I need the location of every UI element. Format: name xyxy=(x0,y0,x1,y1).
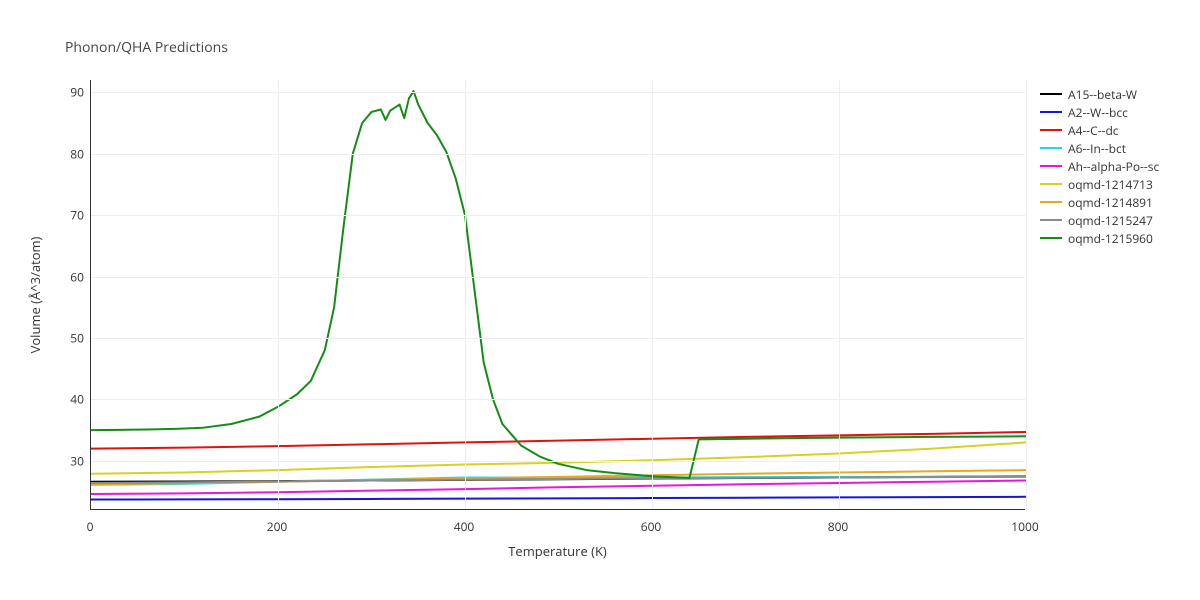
gridline-h xyxy=(91,92,1025,93)
legend-label: A15--beta-W xyxy=(1068,86,1137,103)
legend-label: oqmd-1214713 xyxy=(1068,176,1153,193)
legend-swatch xyxy=(1040,129,1062,132)
gridline-h xyxy=(91,399,1025,400)
y-tick-label: 80 xyxy=(62,145,84,162)
legend-item[interactable]: oqmd-1215960 xyxy=(1040,229,1159,247)
series-line xyxy=(91,497,1026,500)
legend-item[interactable]: oqmd-1215247 xyxy=(1040,211,1159,229)
gridline-h xyxy=(91,461,1025,462)
y-tick-label: 50 xyxy=(62,330,84,347)
x-axis-label: Temperature (K) xyxy=(508,542,607,560)
series-line xyxy=(91,91,1026,478)
gridline-h xyxy=(91,215,1025,216)
legend-label: oqmd-1215960 xyxy=(1068,230,1153,247)
legend-item[interactable]: A2--W--bcc xyxy=(1040,103,1159,121)
gridline-h xyxy=(91,338,1025,339)
gridline-v xyxy=(1026,80,1027,509)
legend-swatch xyxy=(1040,237,1062,240)
legend-swatch xyxy=(1040,183,1062,186)
legend-swatch xyxy=(1040,219,1062,222)
legend-swatch xyxy=(1040,111,1062,114)
gridline-v xyxy=(465,80,466,509)
legend-item[interactable]: oqmd-1214891 xyxy=(1040,193,1159,211)
gridline-v xyxy=(839,80,840,509)
legend-item[interactable]: A4--C--dc xyxy=(1040,121,1159,139)
gridline-h xyxy=(91,154,1025,155)
y-tick-label: 90 xyxy=(62,84,84,101)
gridline-h xyxy=(91,277,1025,278)
series-line xyxy=(91,432,1026,449)
legend-item[interactable]: A6--In--bct xyxy=(1040,139,1159,157)
y-tick-label: 70 xyxy=(62,207,84,224)
y-axis-label: Volume (Å^3/atom) xyxy=(26,237,44,354)
y-tick-label: 40 xyxy=(62,391,84,408)
chart-title: Phonon/QHA Predictions xyxy=(65,38,228,57)
legend-label: A2--W--bcc xyxy=(1068,104,1128,121)
chart-lines xyxy=(91,80,1026,510)
legend-swatch xyxy=(1040,147,1062,150)
legend-item[interactable]: oqmd-1214713 xyxy=(1040,175,1159,193)
legend-label: oqmd-1214891 xyxy=(1068,194,1153,211)
legend-swatch xyxy=(1040,93,1062,96)
x-tick-label: 800 xyxy=(828,518,849,535)
legend-label: oqmd-1215247 xyxy=(1068,212,1153,229)
x-tick-label: 600 xyxy=(641,518,662,535)
legend-label: A6--In--bct xyxy=(1068,140,1126,157)
legend-item[interactable]: A15--beta-W xyxy=(1040,85,1159,103)
y-tick-label: 30 xyxy=(62,452,84,469)
x-tick-label: 1000 xyxy=(1011,518,1038,535)
legend-swatch xyxy=(1040,201,1062,204)
x-tick-label: 400 xyxy=(454,518,475,535)
y-tick-label: 60 xyxy=(62,268,84,285)
x-tick-label: 0 xyxy=(87,518,94,535)
legend-item[interactable]: Ah--alpha-Po--sc xyxy=(1040,157,1159,175)
legend: A15--beta-WA2--W--bccA4--C--dcA6--In--bc… xyxy=(1040,85,1159,247)
legend-label: A4--C--dc xyxy=(1068,122,1119,139)
gridline-v xyxy=(652,80,653,509)
gridline-v xyxy=(278,80,279,509)
legend-label: Ah--alpha-Po--sc xyxy=(1068,158,1159,175)
legend-swatch xyxy=(1040,165,1062,168)
x-tick-label: 200 xyxy=(267,518,288,535)
plot-area xyxy=(90,80,1025,510)
